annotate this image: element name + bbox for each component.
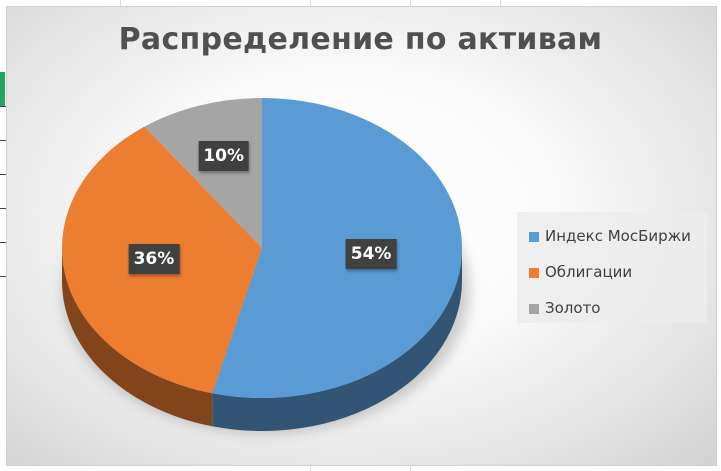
gridline xyxy=(410,0,411,6)
cell-border xyxy=(0,208,6,209)
pie-slices[interactable] xyxy=(61,98,462,398)
legend-item[interactable]: Индекс МосБиржи xyxy=(529,226,691,246)
legend-label: Золото xyxy=(545,299,601,317)
cell-border xyxy=(0,242,6,243)
legend-label: Индекс МосБиржи xyxy=(545,227,691,245)
data-label[interactable]: 10% xyxy=(198,140,250,171)
legend-item[interactable]: Облигации xyxy=(529,262,632,282)
pie-sides xyxy=(61,248,462,431)
gridline xyxy=(500,0,501,6)
cell-border xyxy=(0,174,6,175)
gridline xyxy=(310,466,311,471)
cell-border xyxy=(0,106,6,107)
legend-swatch xyxy=(529,232,539,242)
gridline xyxy=(120,0,121,6)
chart-legend[interactable]: Индекс МосБиржи Облигации Золото xyxy=(517,212,707,323)
legend-swatch xyxy=(529,268,539,278)
pie-slice-side xyxy=(212,248,462,431)
chart-title[interactable]: Распределение по активам xyxy=(118,22,603,57)
legend-label: Облигации xyxy=(545,263,633,281)
data-label[interactable]: 36% xyxy=(128,244,180,275)
legend-item[interactable]: Золото xyxy=(529,298,600,318)
pie-slice[interactable] xyxy=(212,98,462,398)
cell-border xyxy=(0,276,6,277)
active-cell-marker[interactable] xyxy=(0,72,5,106)
cell-border xyxy=(0,140,6,141)
pie-slice[interactable] xyxy=(144,98,262,248)
pie-slice-side xyxy=(61,248,213,427)
data-label[interactable]: 54% xyxy=(345,239,397,270)
gridline xyxy=(310,0,311,6)
legend-swatch xyxy=(529,304,539,314)
gridline xyxy=(410,466,411,471)
